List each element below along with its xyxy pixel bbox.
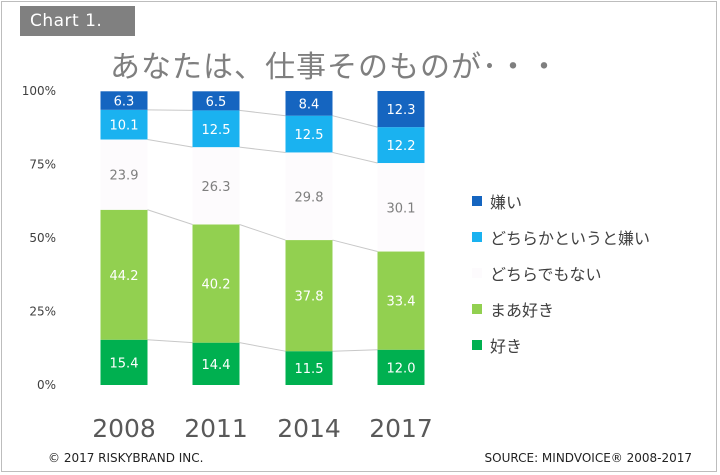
series-connector-line: [147, 339, 193, 344]
chart-number-label: Chart 1.: [20, 6, 135, 36]
series-connector-line: [332, 151, 378, 164]
series-connector-line: [147, 139, 193, 148]
source-text: SOURCE: MINDVOICE® 2008-2017: [484, 451, 692, 465]
series-connector-line: [239, 146, 286, 153]
bar-segment-like: [377, 349, 425, 385]
bar-segment-dislike: [192, 91, 240, 111]
bar-segment-dislike: [100, 91, 148, 110]
bar-segment-somewhat-like: [100, 209, 148, 340]
legend-item-like: 好き: [472, 327, 650, 363]
bar-value-label: 33.4: [387, 295, 416, 310]
series-connector-line: [239, 224, 286, 241]
bar-value-label: 6.5: [206, 95, 227, 110]
legend-item-neutral: どちらでもない: [472, 255, 650, 291]
bar-value-label: 40.2: [202, 278, 231, 293]
bar-value-label: 29.8: [295, 190, 324, 205]
bar-value-label: 12.2: [387, 139, 416, 154]
bar-segment-somewhat-like: [377, 251, 425, 350]
legend-item-dislike: 嫌い: [472, 183, 650, 219]
bar-value-label: 6.3: [114, 95, 135, 110]
bar-value-label: 15.4: [110, 356, 139, 371]
bar-value-label: 12.5: [295, 128, 324, 143]
y-tick-label: 75%: [29, 158, 56, 172]
legend-label: まあ好き: [490, 301, 555, 320]
bar-segment-neutral: [285, 152, 333, 241]
bar-segment-like: [100, 339, 148, 385]
bar-value-label: 23.9: [110, 169, 139, 184]
legend-item-somewhat-like: まあ好き: [472, 291, 650, 327]
legend-swatch: [472, 232, 482, 242]
x-category-label: 2008: [92, 414, 156, 443]
bar-value-label: 37.8: [295, 290, 324, 305]
bar-value-label: 11.5: [295, 362, 324, 377]
series-connector-line: [332, 239, 378, 253]
legend-swatch: [472, 196, 482, 206]
legend-swatch: [472, 340, 482, 350]
legend-item-somewhat-dislike: どちらかというと嫌い: [472, 219, 650, 255]
bar-segment-somewhat-dislike: [285, 115, 333, 153]
bar-segment-neutral: [192, 147, 240, 225]
bar-value-label: 12.3: [387, 103, 416, 118]
bar-segment-like: [285, 351, 333, 385]
bar-segment-somewhat-like: [192, 224, 240, 343]
bar-segment-dislike: [285, 91, 333, 116]
bar-segment-somewhat-dislike: [377, 127, 425, 164]
bar-value-label: 26.3: [202, 180, 231, 195]
legend-swatch: [472, 268, 482, 278]
bar-segment-neutral: [377, 163, 425, 252]
legend-label: どちらでもない: [490, 265, 602, 284]
bar-segment-somewhat-like: [285, 240, 333, 352]
x-category-label: 2014: [277, 414, 341, 443]
legend-label: 嫌い: [490, 193, 523, 212]
bar-value-label: 44.2: [110, 269, 139, 284]
series-connector-line: [239, 109, 286, 117]
legend-swatch: [472, 304, 482, 314]
x-category-label: 2017: [369, 414, 433, 443]
bar-segment-somewhat-dislike: [100, 109, 148, 140]
series-connector-line: [332, 349, 378, 352]
bar-value-label: 10.1: [110, 119, 139, 134]
legend-label: どちらかというと嫌い: [490, 229, 651, 248]
copyright-text: © 2017 RISKYBRAND INC.: [48, 451, 204, 465]
y-tick-label: 25%: [29, 305, 56, 319]
bar-value-label: 30.1: [387, 201, 416, 216]
y-tick-label: 100%: [22, 84, 56, 98]
bar-segment-dislike: [377, 91, 425, 128]
bar-segment-somewhat-dislike: [192, 110, 240, 148]
bar-value-label: 14.4: [202, 358, 231, 373]
bar-segment-neutral: [100, 139, 148, 210]
series-connector-line: [147, 109, 193, 111]
bar-value-label: 8.4: [299, 97, 320, 112]
chart-title: あなたは、仕事そのものが･・・: [110, 50, 560, 85]
legend-label: 好き: [490, 337, 523, 356]
bar-segment-like: [192, 342, 240, 385]
series-connector-line: [147, 209, 193, 225]
chart-legend: 嫌いどちらかというと嫌い どちらでもない まあ好き好き: [472, 183, 650, 363]
bar-value-label: 12.0: [387, 361, 416, 376]
y-tick-label: 50%: [29, 231, 56, 245]
bar-value-label: 12.5: [202, 123, 231, 138]
y-tick-label: 0%: [37, 378, 56, 392]
series-connector-line: [239, 342, 286, 352]
x-category-label: 2011: [184, 414, 248, 443]
series-connector-line: [332, 115, 378, 128]
